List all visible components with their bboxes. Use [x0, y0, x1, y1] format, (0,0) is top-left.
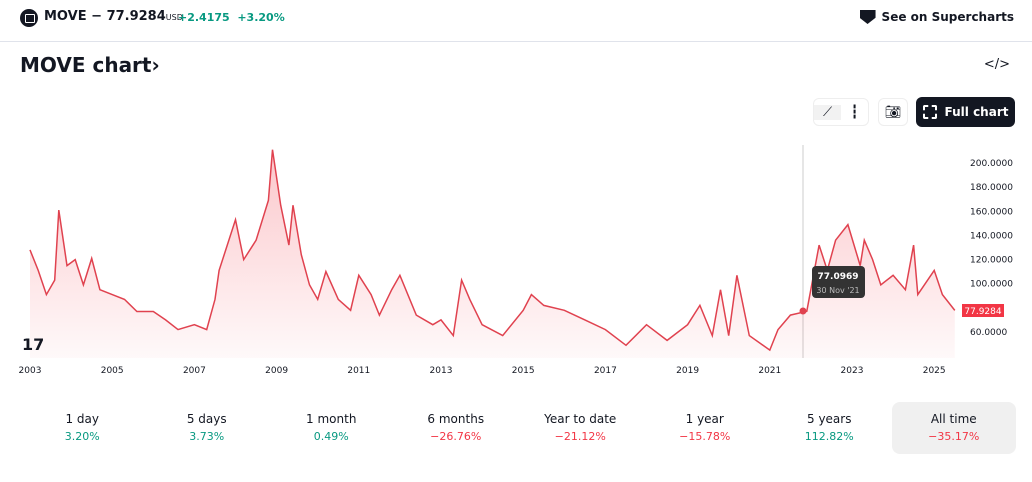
x-tick-label: 2013 — [430, 366, 453, 376]
period-6-months[interactable]: 6 months −26.76% — [394, 402, 519, 454]
period-change: 112.82% — [804, 430, 854, 443]
period-change: 0.49% — [313, 430, 349, 443]
fullscreen-icon — [922, 105, 937, 119]
change-abs: +2.4175 — [178, 11, 230, 24]
embed-code-icon[interactable]: </> — [983, 57, 1010, 72]
supercharts-icon — [859, 10, 876, 24]
chart-canvas[interactable]: 200.0000 180.0000 160.0000 140.0000 120.0000… — [0, 0, 1032, 400]
y-tick-label: 120.0000 — [970, 256, 1013, 266]
last-value-badge — [962, 304, 1004, 317]
x-tick-label: 2003 — [19, 366, 42, 376]
period-label: 6 months — [427, 412, 485, 426]
see-on-supercharts-link[interactable]: See on Supercharts — [859, 10, 1014, 24]
tooltip-date: 30 Nov '21 — [816, 286, 859, 295]
period-change: −15.78% — [679, 430, 731, 443]
x-tick-label: 2009 — [265, 366, 288, 376]
symbol-name: MOVE — [44, 9, 87, 24]
y-tick-label: 100.0000 — [970, 280, 1013, 290]
period-label: 1 month — [306, 412, 357, 426]
y-tick-label: 180.0000 — [970, 183, 1013, 193]
performance-row: 1 day 3.20% 5 days 3.73% 1 month 0.49% 6 month… — [20, 402, 1016, 454]
symbol-logo-icon — [20, 9, 38, 27]
period-change: −21.12% — [554, 430, 606, 443]
header-bar: MOVE − 77.9284USD +2.4175 +3.20% See on … — [0, 0, 1032, 42]
tooltip — [812, 266, 865, 298]
price: 77.9284 — [106, 9, 166, 24]
x-tick-label: 2023 — [841, 366, 864, 376]
page-title[interactable]: MOVE chart› — [20, 53, 160, 77]
change-pct: +3.20% — [237, 11, 285, 24]
y-tick-label: 200.0000 — [970, 159, 1013, 169]
currency: USD — [165, 13, 183, 22]
tradingview-logo: 17 — [22, 335, 44, 354]
period-label: All time — [930, 412, 977, 426]
period-label: 1 day — [65, 412, 100, 426]
x-tick-label: 2021 — [758, 366, 781, 376]
area-chart-icon[interactable]: ⟋ — [814, 104, 841, 120]
period-year-to-date[interactable]: Year to date −21.12% — [518, 402, 643, 454]
period-1-year[interactable]: 1 year −15.78% — [643, 402, 768, 454]
period-1-day[interactable]: 1 day 3.20% — [20, 402, 145, 454]
y-tick-label: 160.0000 — [970, 207, 1013, 217]
period-change: −35.17% — [928, 430, 980, 443]
x-tick-label: 2015 — [512, 366, 535, 376]
period-all-time[interactable]: All time −35.17% — [891, 402, 1016, 454]
area-fill — [30, 149, 955, 358]
last-value-label: 77.9284 — [964, 307, 1001, 317]
candles-icon[interactable]: ┇ — [850, 104, 859, 120]
snapshot-button[interactable]: 📷︎ — [878, 98, 908, 126]
full-chart-button[interactable]: Full chart — [916, 97, 1015, 127]
period-5-years[interactable]: 5 years 112.82% — [767, 402, 892, 454]
x-tick-label: 2011 — [347, 366, 370, 376]
period-change: 3.20% — [64, 430, 100, 443]
chart-type-group: ⟋ ┇ — [813, 98, 869, 126]
crosshair-point — [799, 307, 807, 315]
period-change: −26.76% — [430, 430, 482, 443]
period-5-days[interactable]: 5 days 3.73% — [145, 402, 270, 454]
period-label: 1 year — [685, 412, 724, 426]
supercharts-label: See on Supercharts — [881, 10, 1014, 24]
period-1-month[interactable]: 1 month 0.49% — [269, 402, 394, 454]
x-tick-label: 2019 — [676, 366, 699, 376]
x-tick-label: 2025 — [923, 366, 946, 376]
period-change: 3.73% — [189, 430, 225, 443]
period-label: 5 days — [186, 412, 227, 426]
tooltip-value: 77.0969 — [818, 272, 859, 282]
dash: − — [91, 9, 103, 24]
price-change: +2.4175 +3.20% — [178, 11, 285, 24]
x-tick-label: 2017 — [594, 366, 617, 376]
full-chart-label: Full chart — [944, 105, 1009, 119]
y-tick-label: 140.0000 — [970, 231, 1013, 241]
period-label: 5 years — [807, 412, 852, 426]
x-tick-label: 2005 — [101, 366, 124, 376]
y-tick-label: 60.0000 — [970, 328, 1007, 338]
camera-icon: 📷︎ — [884, 104, 902, 120]
period-label: Year to date — [544, 412, 617, 426]
series-line — [29, 149, 956, 352]
x-tick-label: 2007 — [183, 366, 206, 376]
symbol-price: MOVE − 77.9284USD — [44, 9, 183, 24]
